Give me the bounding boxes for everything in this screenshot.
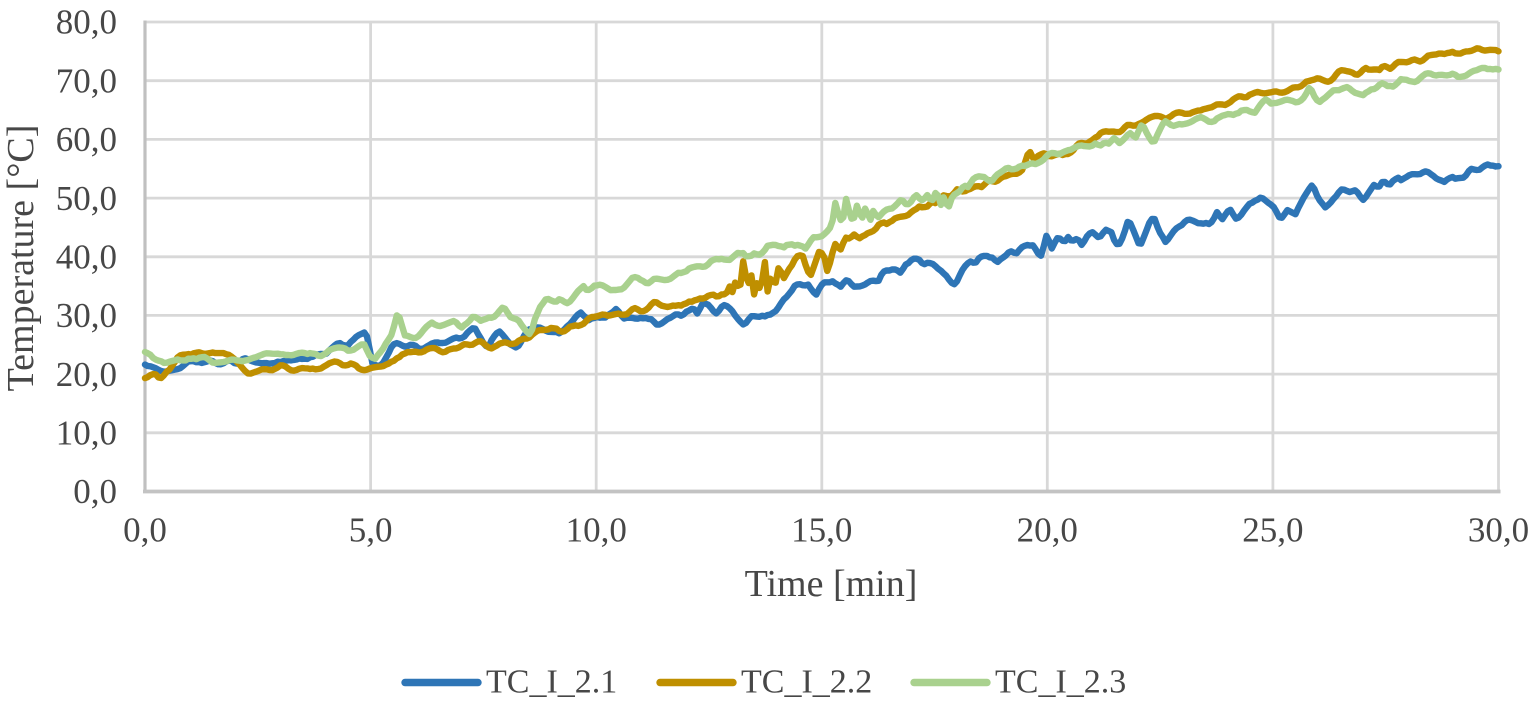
svg-text:50,0: 50,0 xyxy=(56,179,117,218)
svg-text:80,0: 80,0 xyxy=(56,3,117,42)
svg-text:0,0: 0,0 xyxy=(123,511,167,550)
svg-text:10,0: 10,0 xyxy=(566,511,627,550)
svg-text:15,0: 15,0 xyxy=(791,511,852,550)
svg-text:TC_I_2.3: TC_I_2.3 xyxy=(995,663,1126,700)
svg-text:25,0: 25,0 xyxy=(1242,511,1303,550)
svg-text:20,0: 20,0 xyxy=(56,355,117,394)
svg-text:30,0: 30,0 xyxy=(1468,511,1529,550)
svg-text:Temperature [°C]: Temperature [°C] xyxy=(0,125,42,392)
svg-text:70,0: 70,0 xyxy=(56,61,117,100)
svg-text:10,0: 10,0 xyxy=(56,414,117,453)
svg-text:0,0: 0,0 xyxy=(73,472,117,511)
svg-text:20,0: 20,0 xyxy=(1017,511,1078,550)
svg-text:30,0: 30,0 xyxy=(56,296,117,335)
svg-text:TC_I_2.2: TC_I_2.2 xyxy=(741,663,872,700)
svg-text:60,0: 60,0 xyxy=(56,120,117,159)
svg-text:40,0: 40,0 xyxy=(56,237,117,276)
svg-text:TC_I_2.1: TC_I_2.1 xyxy=(486,663,617,700)
svg-text:Time [min]: Time [min] xyxy=(745,563,918,605)
svg-text:5,0: 5,0 xyxy=(349,511,393,550)
